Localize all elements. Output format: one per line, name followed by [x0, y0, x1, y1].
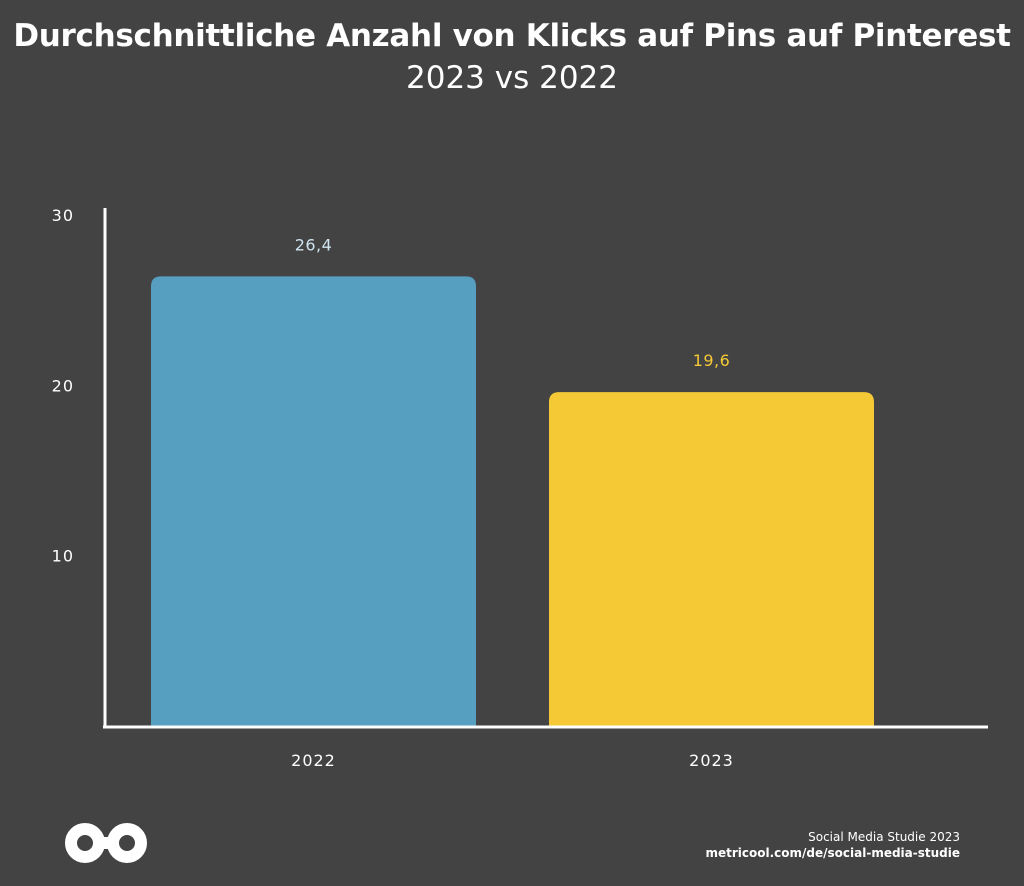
bars-layer — [151, 276, 874, 726]
y-tick-label: 30 — [52, 206, 74, 225]
x-tick-label-2022: 2022 — [291, 751, 336, 770]
chart-title: Durchschnittliche Anzahl von Klicks auf … — [13, 18, 1011, 54]
labels-layer: 10 20 30 26,4 2022 19,6 2023 — [52, 206, 734, 770]
footer-url: metricool.com/de/social-media-studie — [705, 846, 960, 860]
y-tick-label: 10 — [52, 547, 74, 566]
chart-subtitle: 2023 vs 2022 — [406, 60, 618, 96]
bar-value-label-2023: 19,6 — [693, 351, 731, 370]
bar-2023 — [549, 392, 874, 726]
y-tick-label: 20 — [52, 376, 74, 395]
footer: Social Media Studie 2023 metricool.com/d… — [705, 829, 960, 861]
bar-value-label-2022: 26,4 — [295, 235, 333, 254]
x-tick-label-2023: 2023 — [689, 751, 734, 770]
metricool-logo-icon — [65, 823, 147, 863]
footer-study-name: Social Media Studie 2023 — [808, 830, 960, 844]
bar-2022 — [151, 276, 476, 726]
